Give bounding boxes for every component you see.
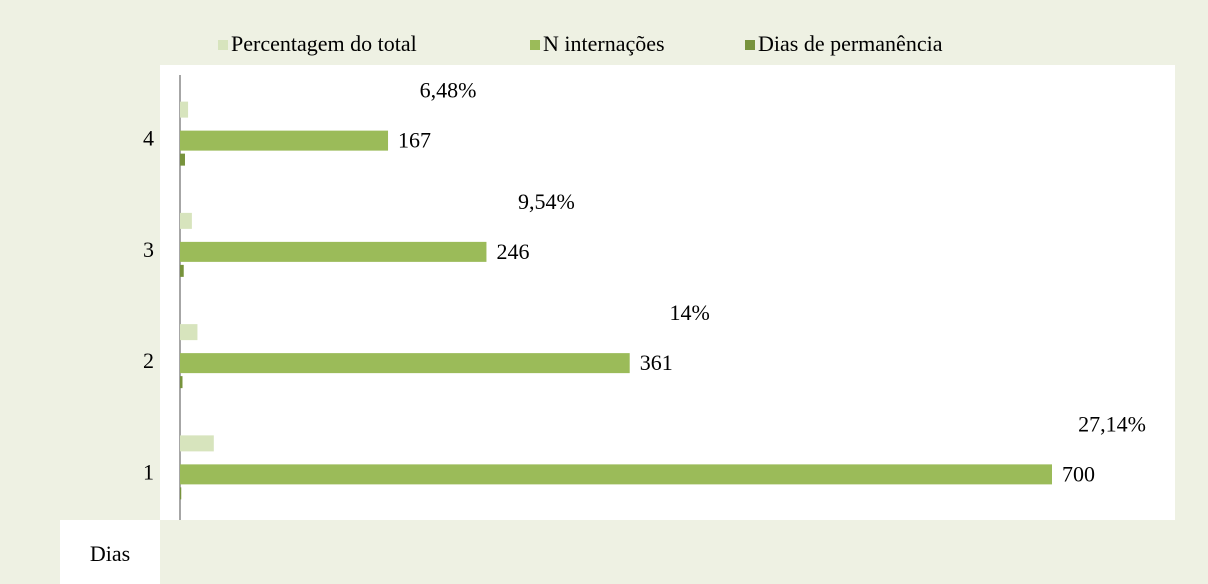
data-label: 361 (640, 350, 673, 375)
y-tick-label: 3 (143, 237, 154, 262)
data-label: 167 (398, 128, 431, 153)
bar (180, 101, 189, 118)
data-label: 246 (496, 239, 529, 264)
bar (180, 435, 214, 452)
bar (180, 487, 182, 500)
y-tick-label: 2 (143, 348, 154, 373)
legend-label: N internações (543, 31, 665, 56)
legend-label: Dias de permanência (758, 31, 943, 56)
bar (180, 464, 1052, 485)
bar (180, 376, 183, 389)
bar (180, 130, 389, 151)
y-tick-label: 4 (143, 126, 154, 151)
axis-label: Dias (90, 541, 130, 566)
data-label: 700 (1062, 461, 1095, 486)
bar (180, 241, 487, 262)
data-label: 9,54% (518, 189, 575, 214)
legend-swatch (218, 40, 228, 50)
legend-swatch (745, 40, 755, 50)
data-label: 27,14% (1078, 411, 1146, 436)
legend-label: Percentagem do total (231, 31, 417, 56)
bar (180, 353, 630, 374)
y-tick-label: 1 (143, 459, 154, 484)
bar (180, 153, 185, 166)
data-label: 14% (670, 300, 710, 325)
axis-label-box (60, 520, 160, 584)
data-label: 6,48% (420, 78, 477, 103)
bar (180, 212, 192, 229)
bar (180, 324, 198, 341)
legend-swatch (530, 40, 540, 50)
bar (180, 264, 184, 277)
